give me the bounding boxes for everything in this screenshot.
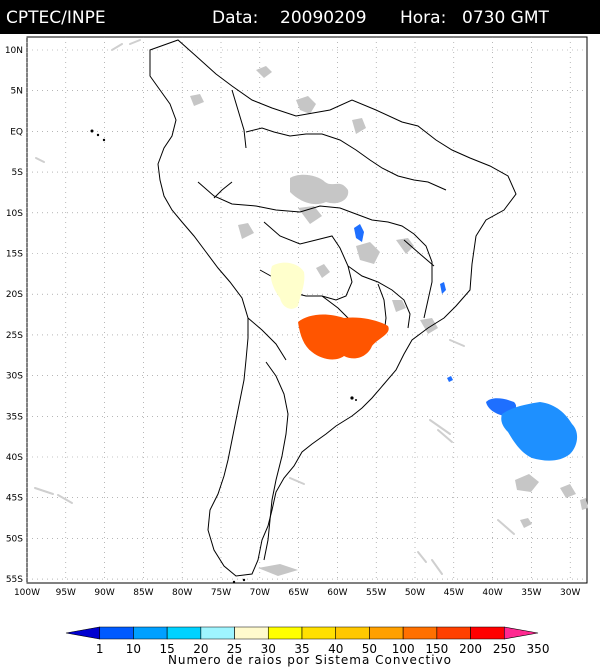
- legend-swatch: [65, 626, 101, 640]
- cloud-streaks: [34, 39, 515, 575]
- legend-tick: 30: [261, 642, 276, 656]
- legend-tick: 15: [160, 642, 175, 656]
- map-frame: [26, 36, 588, 584]
- lat-label: 55S: [6, 575, 23, 585]
- lat-label: 30S: [6, 372, 23, 382]
- lon-label: 55W: [366, 588, 386, 598]
- title-bar: [0, 0, 600, 34]
- legend-tick: 250: [493, 642, 516, 656]
- legend-swatch: [503, 626, 539, 640]
- lon-label: 70W: [250, 588, 270, 598]
- convective-systems: [270, 224, 578, 461]
- lon-label: 35W: [521, 588, 541, 598]
- legend-swatch: [166, 626, 202, 640]
- longitude-labels: 100W 95W 90W 85W 80W 75W 70W 65W 60W 55W 50W 45W 40W…: [14, 588, 581, 598]
- lat-label: 35S: [6, 412, 23, 422]
- lat-label: 20S: [6, 290, 23, 300]
- lat-label: 45S: [6, 494, 23, 504]
- legend-tick: 200: [459, 642, 482, 656]
- lon-label: 90W: [94, 588, 114, 598]
- legend-tick: 1: [96, 642, 104, 656]
- date-value: 20090209: [280, 8, 367, 28]
- hour-label: Hora:: [400, 8, 446, 28]
- lon-label: 30W: [560, 588, 580, 598]
- lon-label: 45W: [444, 588, 464, 598]
- hour-value: 0730 GMT: [462, 8, 550, 28]
- lon-label: 65W: [288, 588, 308, 598]
- legend-tick: 20: [193, 642, 208, 656]
- system-blue-small-1: [354, 224, 364, 242]
- legend-tick: 25: [227, 642, 242, 656]
- lon-label: 40W: [482, 588, 502, 598]
- legend-swatch: [301, 626, 337, 640]
- latitude-labels: 10N 5N EQ 5S 10S 15S 20S 25S 30S 35S 40S 45S 50S 55S: [5, 46, 23, 585]
- system-blue-small-3: [447, 376, 453, 382]
- legend-tick: 100: [392, 642, 415, 656]
- legend-tick: 150: [425, 642, 448, 656]
- legend-tick: 50: [362, 642, 377, 656]
- date-label: Data:: [212, 8, 258, 28]
- system-blue-small-2: [440, 282, 446, 294]
- legend-swatch: [133, 626, 168, 640]
- cloud-coverage: [190, 66, 588, 576]
- legend: 1 10 15 20 25 30 35 40 50 100 150 200 250 350: [65, 626, 550, 656]
- lat-label: 25S: [6, 331, 23, 341]
- lon-label: 60W: [327, 588, 347, 598]
- lat-label: 40S: [6, 453, 23, 463]
- system-orange: [298, 314, 389, 360]
- legend-swatch: [200, 626, 235, 640]
- legend-swatch: [335, 626, 370, 640]
- legend-swatch: [402, 626, 438, 640]
- lat-label: EQ: [10, 127, 23, 137]
- legend-swatch: [470, 626, 505, 640]
- lon-label: 85W: [133, 588, 153, 598]
- legend-swatch: [369, 626, 404, 640]
- legend-swatch: [99, 626, 134, 640]
- legend-tick: 10: [126, 642, 141, 656]
- lat-label: 5S: [12, 168, 24, 178]
- lon-label: 50W: [405, 588, 425, 598]
- legend-tick: 40: [328, 642, 343, 656]
- system-pale-yellow: [270, 262, 305, 309]
- lon-label: 75W: [211, 588, 231, 598]
- lat-label: 10S: [6, 209, 23, 219]
- legend-swatch: [234, 626, 269, 640]
- lat-label: 15S: [6, 250, 23, 260]
- lat-label: 5N: [11, 87, 23, 97]
- agency-label: CPTEC/INPE: [6, 8, 106, 28]
- legend-tick: 35: [294, 642, 309, 656]
- system-blue-ocean-2: [501, 402, 578, 461]
- legend-swatch: [267, 626, 303, 640]
- lat-label: 10N: [5, 46, 23, 56]
- lon-label: 100W: [14, 588, 40, 598]
- legend-tick: 350: [527, 642, 550, 656]
- legend-title: Numero de raios por Sistema Convectivo: [168, 653, 452, 667]
- lat-label: 50S: [6, 534, 23, 544]
- legend-swatch: [436, 626, 471, 640]
- lon-label: 80W: [172, 588, 192, 598]
- islands: [90, 129, 357, 584]
- lon-label: 95W: [56, 588, 76, 598]
